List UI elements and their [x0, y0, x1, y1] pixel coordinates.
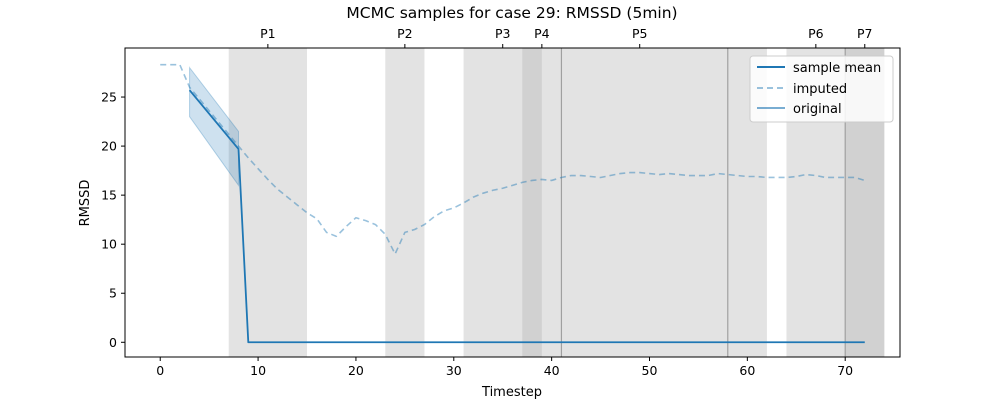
phase-label-p5: P5	[632, 26, 648, 41]
series-line-imputed	[160, 63, 866, 255]
y-tick-label: 5	[109, 286, 117, 301]
x-tick-label: 20	[348, 363, 364, 378]
phase-region-p5	[561, 48, 767, 357]
y-tick-label: 15	[101, 188, 117, 203]
x-tick-label: 60	[739, 363, 755, 378]
legend-label-sample-mean: sample mean	[793, 61, 881, 76]
uncertainty-band-layer	[189, 66, 240, 187]
y-tick-label: 25	[101, 90, 117, 105]
y-axis-label: RMSSD	[78, 180, 93, 227]
y-tick-label: 10	[101, 237, 117, 252]
x-tick-label: 30	[446, 363, 462, 378]
sample-mean-credible-band	[189, 66, 240, 187]
series-layer	[160, 63, 866, 344]
chart-title: MCMC samples for case 29: RMSSD (5min)	[346, 4, 677, 22]
phase-label-p6: P6	[808, 26, 824, 41]
legend-box	[749, 55, 894, 123]
x-axis-label: Timestep	[481, 385, 542, 400]
phase-region-p2	[385, 48, 425, 357]
phase-shading-layer	[228, 48, 885, 357]
series-line-sample-mean	[188, 89, 865, 344]
phase-region-p4	[522, 48, 562, 357]
legend-label-imputed: imputed	[793, 82, 847, 97]
phase-label-p3: P3	[495, 26, 511, 41]
phase-label-p2: P2	[397, 26, 413, 41]
phase-labels: P1 P2 P3 P4 P5 P6 P7	[260, 26, 873, 48]
y-tick-label: 0	[109, 335, 117, 350]
x-tick-label: 70	[837, 363, 853, 378]
y-tick-label: 20	[101, 139, 117, 154]
legend: sample mean imputed original	[749, 55, 894, 123]
x-tick-label: 40	[544, 363, 560, 378]
phase-label-p1: P1	[260, 26, 276, 41]
y-axis-ticks: 0 5 10 15 20 25	[101, 90, 125, 350]
plot-area-frame	[124, 47, 901, 358]
x-axis-ticks: 0 10 20 30 40 50 60 70	[156, 357, 853, 378]
phase-region-p3	[463, 48, 542, 357]
x-tick-label: 50	[642, 363, 658, 378]
x-tick-label: 10	[250, 363, 266, 378]
phase-label-p7: P7	[857, 26, 873, 41]
phase-label-p4: P4	[534, 26, 550, 41]
legend-label-original: original	[793, 102, 842, 117]
x-tick-label: 0	[156, 363, 164, 378]
